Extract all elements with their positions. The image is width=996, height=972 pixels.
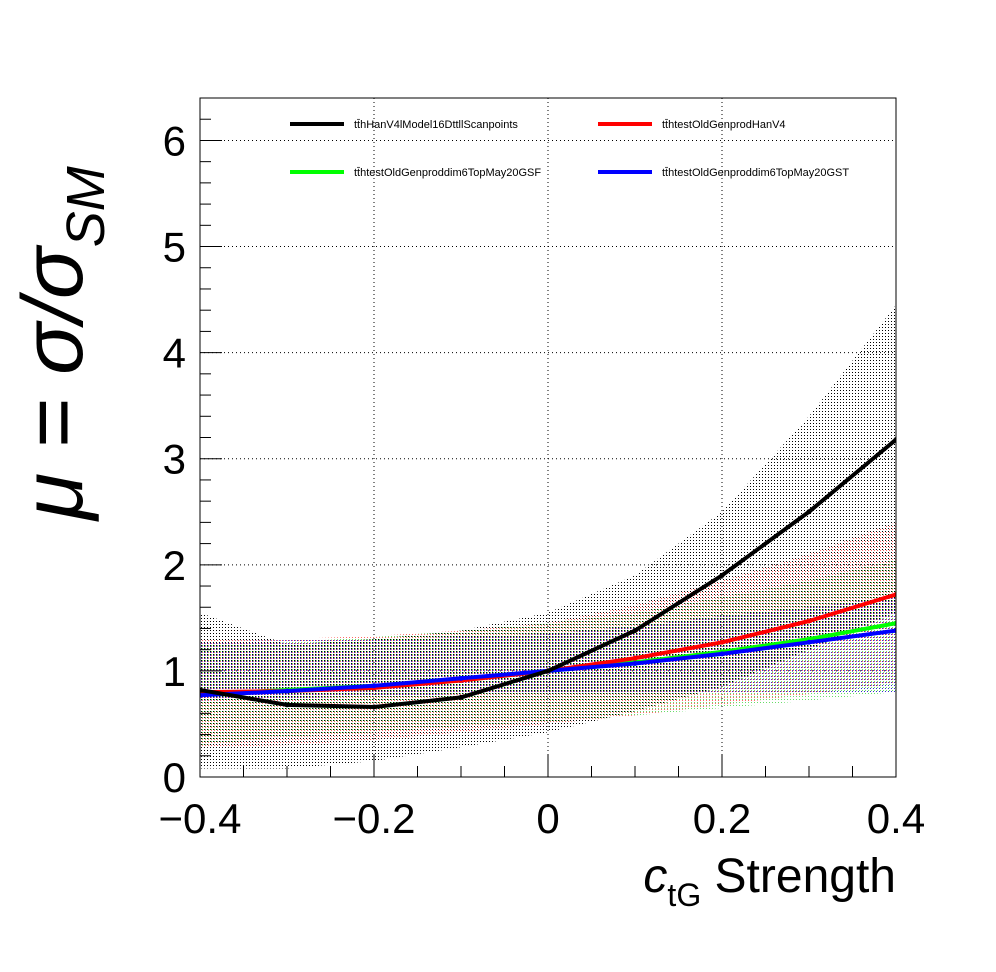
legend-label-4: tt̄htestOldGenproddim6TopMay20GST <box>662 167 849 179</box>
x-tick-label: −0.4 <box>159 795 242 842</box>
data-point <box>371 704 377 710</box>
data-point <box>806 639 812 645</box>
x-tick-label: −0.2 <box>333 795 416 842</box>
y-tick-label: 2 <box>163 542 186 589</box>
x-tick-label: 0 <box>536 795 559 842</box>
y-axis-title-subscript: SM <box>56 166 116 247</box>
y-tick-label: 4 <box>163 330 186 377</box>
uncertainty-band-4 <box>200 596 896 701</box>
tick-labels: −0.4 −0.2 0 0.2 0.4 0 1 2 3 4 5 6 <box>159 117 926 842</box>
y-tick-label: 6 <box>163 117 186 164</box>
legend-label-2: tt̄htestOldGenprodHanV4 <box>662 119 786 131</box>
data-point <box>458 675 464 681</box>
data-point <box>893 628 896 634</box>
series-lines <box>200 437 896 710</box>
y-tick-label: 5 <box>163 224 186 271</box>
data-point <box>806 509 812 515</box>
y-tick-label: 3 <box>163 436 186 483</box>
data-point <box>284 688 290 694</box>
data-point <box>719 572 725 578</box>
legend-label-3: tt̄htestOldGenproddim6TopMay20GSF <box>354 167 541 179</box>
legend-label-1: tt̄hHanV4lModel16DttllScanpoints <box>354 119 518 131</box>
x-axis-title-main: c <box>643 850 667 903</box>
data-point <box>371 683 377 689</box>
x-axis-title: ctG Strength <box>643 850 896 913</box>
x-axis-title-rest: Strength <box>701 850 896 903</box>
data-point <box>632 628 638 634</box>
data-point <box>200 692 203 698</box>
data-point <box>284 702 290 708</box>
x-tick-label: 0.2 <box>693 795 751 842</box>
data-point <box>719 651 725 657</box>
y-tick-label: 0 <box>163 754 186 801</box>
x-tick-label: 0.4 <box>867 795 925 842</box>
data-point <box>719 639 725 645</box>
y-tick-label: 1 <box>163 648 186 695</box>
data-point <box>200 687 203 693</box>
data-point <box>458 694 464 700</box>
data-point <box>893 592 896 598</box>
axis-ticks <box>199 97 897 778</box>
y-axis-title: μ = σ/σSM <box>5 166 116 522</box>
x-axis-title-subscript: tG <box>667 877 701 913</box>
legend: tt̄hHanV4lModel16DttllScanpoints tt̄htest… <box>290 119 849 179</box>
data-point <box>545 668 551 674</box>
y-axis-title-main: μ = σ/σ <box>5 244 101 522</box>
data-point <box>893 437 896 443</box>
data-point <box>806 618 812 624</box>
data-point <box>893 620 896 626</box>
data-point <box>632 660 638 666</box>
data-point <box>632 655 638 661</box>
